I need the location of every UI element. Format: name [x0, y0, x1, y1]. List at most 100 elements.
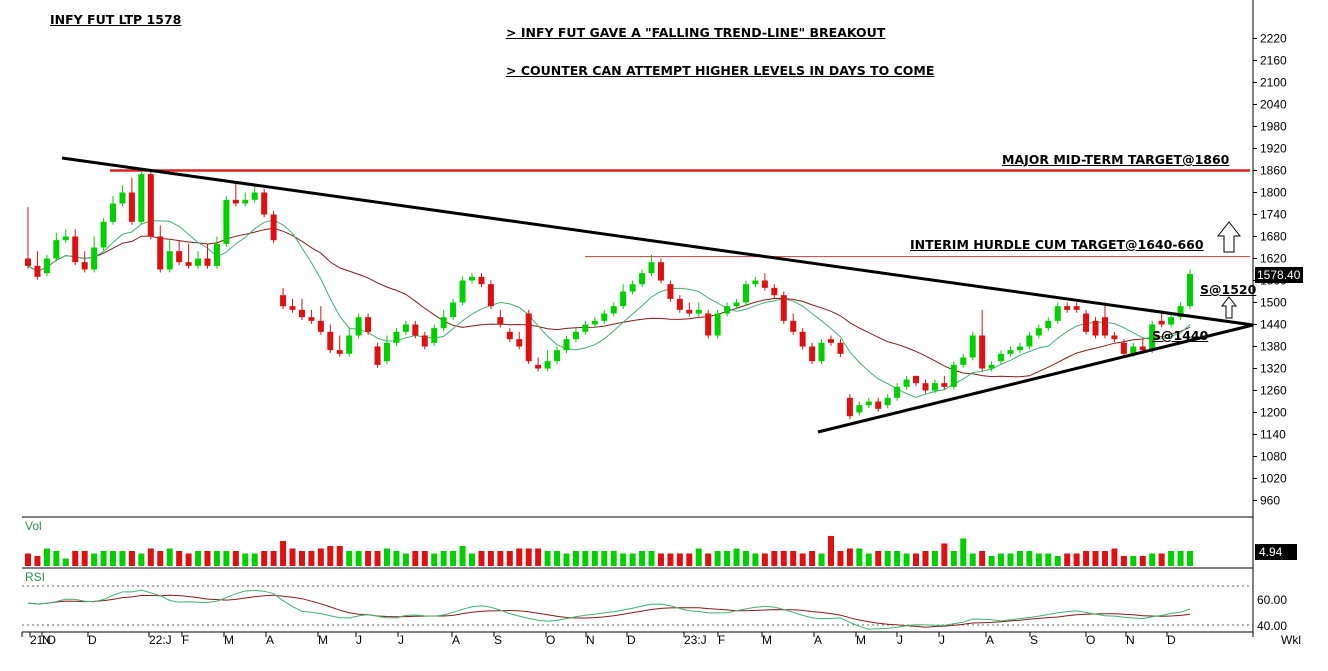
candle-body	[818, 342, 825, 362]
candle-body	[582, 324, 589, 332]
volume-bar	[166, 548, 173, 566]
volume-bar	[998, 553, 1005, 566]
rsi-line	[27, 589, 1191, 630]
volume-bar	[856, 548, 863, 566]
x-tick-label: O	[1086, 633, 1095, 647]
volume-bar	[1120, 556, 1127, 566]
volume-bar	[875, 551, 882, 566]
x-tick-label: S	[1030, 633, 1038, 647]
volume-bar	[298, 551, 305, 566]
volume-bar	[308, 551, 315, 566]
candle-body	[875, 401, 882, 409]
candle-body	[667, 284, 674, 299]
candle-body	[941, 383, 948, 387]
candle-body	[1007, 350, 1014, 354]
y-tick-label: 1980	[1260, 120, 1287, 134]
candle-body	[591, 320, 598, 325]
volume-bar	[402, 553, 409, 566]
volume-bar	[620, 553, 627, 566]
candle-body	[922, 383, 929, 391]
volume-bar	[34, 556, 41, 566]
last-price-value: 1578.40	[1257, 268, 1301, 282]
up-arrow-small-icon	[1220, 296, 1238, 319]
volume-bar	[752, 553, 759, 566]
y-tick-label: 1800	[1260, 186, 1287, 200]
y-tick-label: 1740	[1260, 208, 1287, 222]
volume-bar	[818, 553, 825, 566]
ma-long-line	[27, 227, 1191, 378]
candle-body	[828, 339, 835, 343]
candle-body	[242, 199, 249, 204]
candle-body	[544, 361, 551, 369]
candle-body	[110, 203, 117, 222]
candle-body	[752, 280, 759, 285]
candle-body	[53, 240, 60, 259]
falling-trend-line	[61, 156, 1254, 327]
candle-body	[327, 331, 334, 351]
rsi-lines	[27, 589, 1191, 630]
volume-bar	[185, 553, 192, 566]
volume-bar	[1101, 551, 1108, 566]
candle-body	[43, 258, 50, 274]
candle-body	[620, 291, 627, 307]
volume-bar	[799, 553, 806, 566]
x-tick-label: A	[452, 633, 460, 647]
volume-bar	[138, 553, 145, 566]
volume-bar	[213, 551, 220, 566]
chart-title: INFY FUT LTP 1578	[50, 12, 182, 27]
volume-bar	[421, 551, 428, 566]
volume-bar	[1177, 551, 1184, 566]
volume-bar	[941, 543, 948, 566]
volume-bar	[336, 546, 343, 566]
volume-bar	[761, 553, 768, 566]
volume-bar	[714, 551, 721, 566]
candle-body	[1139, 346, 1146, 351]
x-tick-label: 22:J	[149, 633, 172, 647]
candle-body	[1120, 342, 1127, 354]
volume-bar	[251, 553, 258, 566]
y-tick-label: 1080	[1260, 450, 1287, 464]
candle-body	[232, 199, 239, 204]
candle-body	[506, 331, 513, 340]
volume-bar	[450, 551, 457, 566]
x-tick-label: M	[318, 633, 328, 647]
candle-body	[676, 298, 683, 310]
x-tick-label: S	[494, 633, 502, 647]
candle-body	[894, 386, 901, 398]
volume-bar	[223, 551, 230, 566]
volume-bar	[837, 551, 844, 566]
x-tick-label: N	[586, 633, 595, 647]
candle-body	[809, 346, 816, 362]
candle-body	[402, 324, 409, 332]
candle-body	[308, 317, 315, 321]
volume-bar	[1111, 548, 1118, 566]
candle-body	[639, 273, 646, 285]
volume-bar	[601, 551, 608, 566]
candle-body	[1064, 306, 1071, 310]
candle-body	[1187, 273, 1193, 307]
x-tick-label: 21:O	[30, 633, 56, 647]
volume-bar	[950, 551, 957, 566]
candle-body	[780, 295, 787, 321]
y-tick-label: 1440	[1260, 318, 1287, 332]
candle-body	[856, 405, 863, 413]
x-tick-label: M	[224, 633, 234, 647]
candle-body	[572, 331, 579, 340]
volume-bar	[469, 553, 476, 566]
candle-body	[903, 379, 910, 387]
candle-body	[374, 346, 381, 365]
candle-body	[280, 295, 287, 307]
volume-bar	[374, 551, 381, 566]
volume-bar	[110, 551, 117, 566]
y-tick-label: 1260	[1260, 384, 1287, 398]
candle-body	[1026, 335, 1033, 347]
volume-bar	[1139, 556, 1146, 566]
up-arrow-large-icon	[1216, 221, 1242, 253]
x-tick-label: J	[398, 633, 404, 647]
candle-body	[525, 313, 532, 362]
volume-bar	[639, 551, 646, 566]
x-tick-label: F	[718, 633, 725, 647]
volume-bar	[922, 551, 929, 566]
y-tick-label: 2160	[1260, 54, 1287, 68]
